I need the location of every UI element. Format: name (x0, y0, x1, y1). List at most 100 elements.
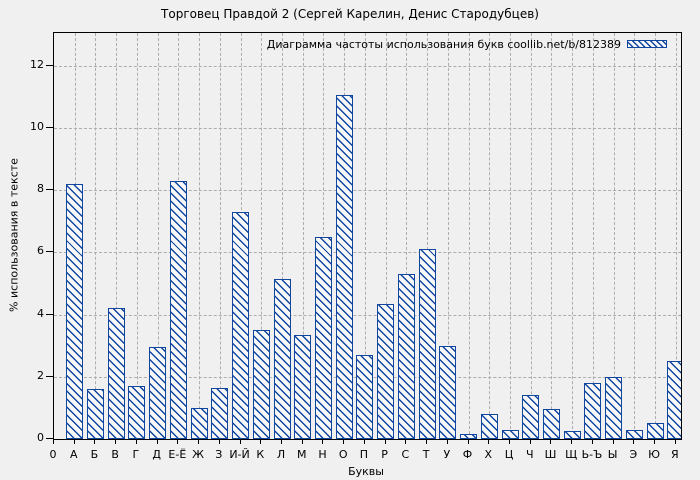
x-axis-tick (674, 440, 676, 444)
x-tick-label: Ч (525, 448, 534, 461)
bar-Б (86, 389, 104, 439)
x-tick-label: Н (318, 448, 327, 461)
x-axis-tick (488, 440, 490, 444)
x-axis-tick (612, 440, 614, 444)
gridline-vertical (530, 33, 532, 439)
gridline-vertical (95, 33, 97, 439)
bar-Я (667, 361, 681, 439)
gridline-vertical (364, 33, 366, 439)
x-axis-tick (94, 440, 96, 444)
gridline-vertical (323, 33, 325, 439)
x-tick-label: Г (132, 448, 140, 461)
y-tick-label: 2 (37, 368, 44, 382)
x-axis-tick (260, 440, 262, 444)
plot-area (53, 32, 682, 440)
x-axis-tick (654, 440, 656, 444)
x-tick-label: Ю (648, 448, 661, 461)
x-tick-label: Д (152, 448, 161, 461)
gridline-vertical (116, 33, 118, 439)
x-tick-label: Л (276, 448, 286, 461)
y-tick-label: 0 (37, 431, 44, 444)
gridline-vertical (613, 33, 615, 439)
gridline-vertical (427, 33, 429, 439)
gridline-vertical (572, 33, 574, 439)
x-axis-label: Буквы (348, 465, 384, 478)
bar-И-Й (232, 211, 250, 439)
x-tick-label: С (401, 448, 410, 461)
x-tick-label: Х (484, 448, 493, 461)
y-axis-tick (46, 375, 53, 377)
y-tick-label: 10 (30, 119, 44, 133)
bar-Т (418, 249, 436, 439)
x-axis-tick (405, 440, 407, 444)
x-tick-label: Ф (462, 448, 473, 461)
gridline-vertical (634, 33, 636, 439)
gridline-vertical (406, 33, 408, 439)
gridline-vertical (551, 33, 553, 439)
x-tick-label: У (443, 448, 451, 461)
bar-К (252, 330, 270, 439)
x-axis-tick (467, 440, 469, 444)
x-tick-label: З (215, 448, 223, 461)
x-tick-label: П (359, 448, 369, 461)
bar-Щ (563, 431, 581, 439)
bar-В (107, 308, 125, 439)
x-axis-tick (343, 440, 345, 444)
x-axis-tick (73, 440, 75, 444)
bar-М (294, 334, 312, 439)
x-axis-tick (509, 440, 510, 444)
x-tick-label: Э (629, 448, 638, 461)
bar-О (335, 95, 353, 439)
x-axis-tick (115, 440, 117, 444)
y-axis-tick (46, 126, 53, 128)
legend-swatch-icon (627, 40, 667, 48)
x-tick-label: Ы (607, 448, 618, 461)
x-axis-tick (156, 440, 158, 444)
bar-С (397, 274, 415, 439)
x-tick-label: И-Й (229, 448, 250, 461)
x-tick-label: К (256, 448, 265, 461)
x-axis-tick (550, 440, 552, 444)
chart-title: Торговец Правдой 2 (Сергей Карелин, Дени… (161, 7, 539, 21)
gridline-vertical (136, 33, 138, 439)
bar-Э (625, 429, 643, 439)
bar-Е-Ё (169, 180, 187, 439)
y-tick-label: 6 (37, 244, 44, 258)
x-axis-tick (281, 440, 282, 444)
y-axis-tick (46, 189, 53, 191)
x-axis-tick (301, 440, 303, 444)
x-tick-label: Е-Ё (168, 448, 187, 461)
bar-З (211, 387, 229, 439)
gridline-horizontal (54, 190, 681, 192)
x-axis-tick (322, 440, 324, 444)
x-tick-label: 0 (49, 448, 57, 461)
x-tick-label: Ц (504, 448, 514, 461)
bar-Ь-Ъ (584, 383, 602, 439)
x-tick-label: Т (422, 448, 430, 461)
gridline-vertical (510, 33, 511, 439)
gridline-vertical (261, 33, 263, 439)
gridline-vertical (282, 33, 283, 439)
x-tick-label: А (69, 448, 78, 461)
y-axis-tick (46, 438, 53, 439)
gridline-horizontal (54, 65, 681, 67)
gridline-vertical (489, 33, 491, 439)
gridline-horizontal (54, 314, 681, 316)
bar-Ч (522, 395, 540, 439)
x-tick-label: М (296, 448, 307, 461)
x-axis-tick (571, 440, 573, 444)
legend-label: Диаграмма частоты использования букв coo… (266, 38, 621, 51)
bar-Л (273, 278, 291, 439)
bar-Р (377, 303, 395, 439)
bar-Ш (542, 409, 560, 439)
y-tick-label: 12 (30, 57, 44, 71)
x-axis-tick (591, 440, 593, 444)
x-axis-tick (53, 440, 54, 444)
gridline-vertical (592, 33, 594, 439)
x-tick-label: Я (670, 448, 679, 461)
x-tick-label: О (338, 448, 348, 461)
bar-Д (149, 347, 167, 439)
bar-Ы (605, 376, 623, 439)
y-axis-tick (46, 313, 53, 315)
x-axis-tick (384, 440, 386, 444)
